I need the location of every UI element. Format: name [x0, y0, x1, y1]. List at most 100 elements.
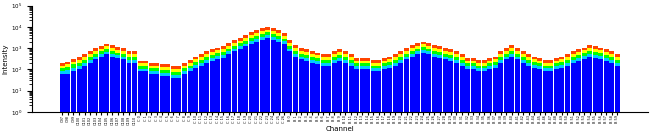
Bar — [499, 60, 503, 63]
Bar — [116, 53, 120, 55]
Bar — [271, 37, 276, 40]
Bar — [154, 63, 159, 66]
Bar — [370, 66, 376, 68]
Bar — [415, 51, 420, 55]
Bar — [609, 54, 614, 57]
Bar — [554, 66, 559, 69]
Bar — [410, 48, 415, 51]
Bar — [499, 57, 503, 60]
Bar — [615, 57, 620, 60]
Bar — [448, 52, 454, 55]
Bar — [215, 59, 220, 112]
Bar — [348, 66, 354, 112]
Bar — [582, 50, 586, 53]
Bar — [365, 63, 370, 66]
Bar — [188, 66, 192, 68]
Bar — [287, 40, 292, 43]
Bar — [609, 60, 614, 63]
Bar — [337, 55, 343, 58]
Bar — [176, 66, 181, 69]
Bar — [521, 54, 526, 57]
Bar — [437, 46, 442, 49]
Bar — [532, 65, 537, 68]
Bar — [127, 57, 131, 60]
Bar — [471, 63, 476, 66]
Bar — [587, 45, 592, 48]
Bar — [604, 52, 609, 55]
Bar — [370, 71, 376, 112]
Bar — [426, 43, 431, 46]
Bar — [110, 51, 115, 54]
Bar — [188, 63, 192, 66]
Bar — [426, 51, 431, 55]
Bar — [66, 74, 70, 112]
Bar — [204, 57, 209, 60]
Bar — [132, 57, 137, 60]
Bar — [160, 76, 165, 112]
Bar — [176, 75, 181, 78]
Bar — [537, 69, 542, 112]
Bar — [287, 51, 292, 112]
Bar — [116, 50, 120, 53]
Bar — [526, 54, 531, 57]
Bar — [421, 47, 426, 50]
Bar — [165, 70, 170, 73]
Bar — [537, 66, 542, 69]
Bar — [315, 53, 320, 55]
Bar — [504, 48, 509, 51]
Bar — [504, 51, 509, 54]
Bar — [593, 46, 598, 49]
Bar — [188, 60, 192, 63]
Bar — [71, 59, 76, 62]
Bar — [77, 63, 81, 66]
Bar — [515, 57, 520, 59]
Bar — [593, 58, 598, 112]
Bar — [282, 33, 287, 36]
Bar — [99, 57, 104, 112]
Bar — [454, 54, 459, 57]
Bar — [593, 52, 598, 55]
Bar — [332, 51, 337, 54]
Bar — [387, 62, 393, 65]
Bar — [204, 60, 209, 63]
Bar — [343, 60, 348, 63]
Bar — [471, 66, 476, 69]
Bar — [116, 55, 120, 58]
Bar — [182, 63, 187, 66]
Bar — [604, 49, 609, 52]
Bar — [309, 54, 315, 57]
Bar — [82, 54, 87, 57]
Bar — [293, 48, 298, 51]
Bar — [454, 63, 459, 112]
Bar — [465, 66, 470, 69]
Bar — [99, 55, 104, 57]
Bar — [221, 55, 226, 58]
Bar — [221, 49, 226, 52]
Bar — [532, 59, 537, 62]
Bar — [210, 61, 215, 112]
Bar — [154, 66, 159, 68]
Bar — [149, 68, 153, 71]
Bar — [354, 69, 359, 112]
Bar — [265, 35, 270, 38]
Bar — [482, 63, 487, 66]
Bar — [593, 49, 598, 52]
Bar — [226, 55, 231, 112]
Bar — [127, 54, 131, 57]
Bar — [488, 66, 492, 69]
Bar — [576, 58, 581, 61]
Bar — [93, 57, 98, 59]
Bar — [88, 63, 93, 112]
Bar — [121, 57, 126, 59]
Bar — [510, 54, 514, 57]
Bar — [138, 69, 142, 71]
Bar — [182, 68, 187, 71]
Bar — [393, 54, 398, 57]
Bar — [132, 54, 137, 57]
Bar — [510, 57, 514, 112]
Bar — [88, 51, 93, 54]
Bar — [410, 54, 415, 57]
Bar — [154, 71, 159, 74]
Bar — [88, 54, 93, 57]
Bar — [532, 62, 537, 65]
